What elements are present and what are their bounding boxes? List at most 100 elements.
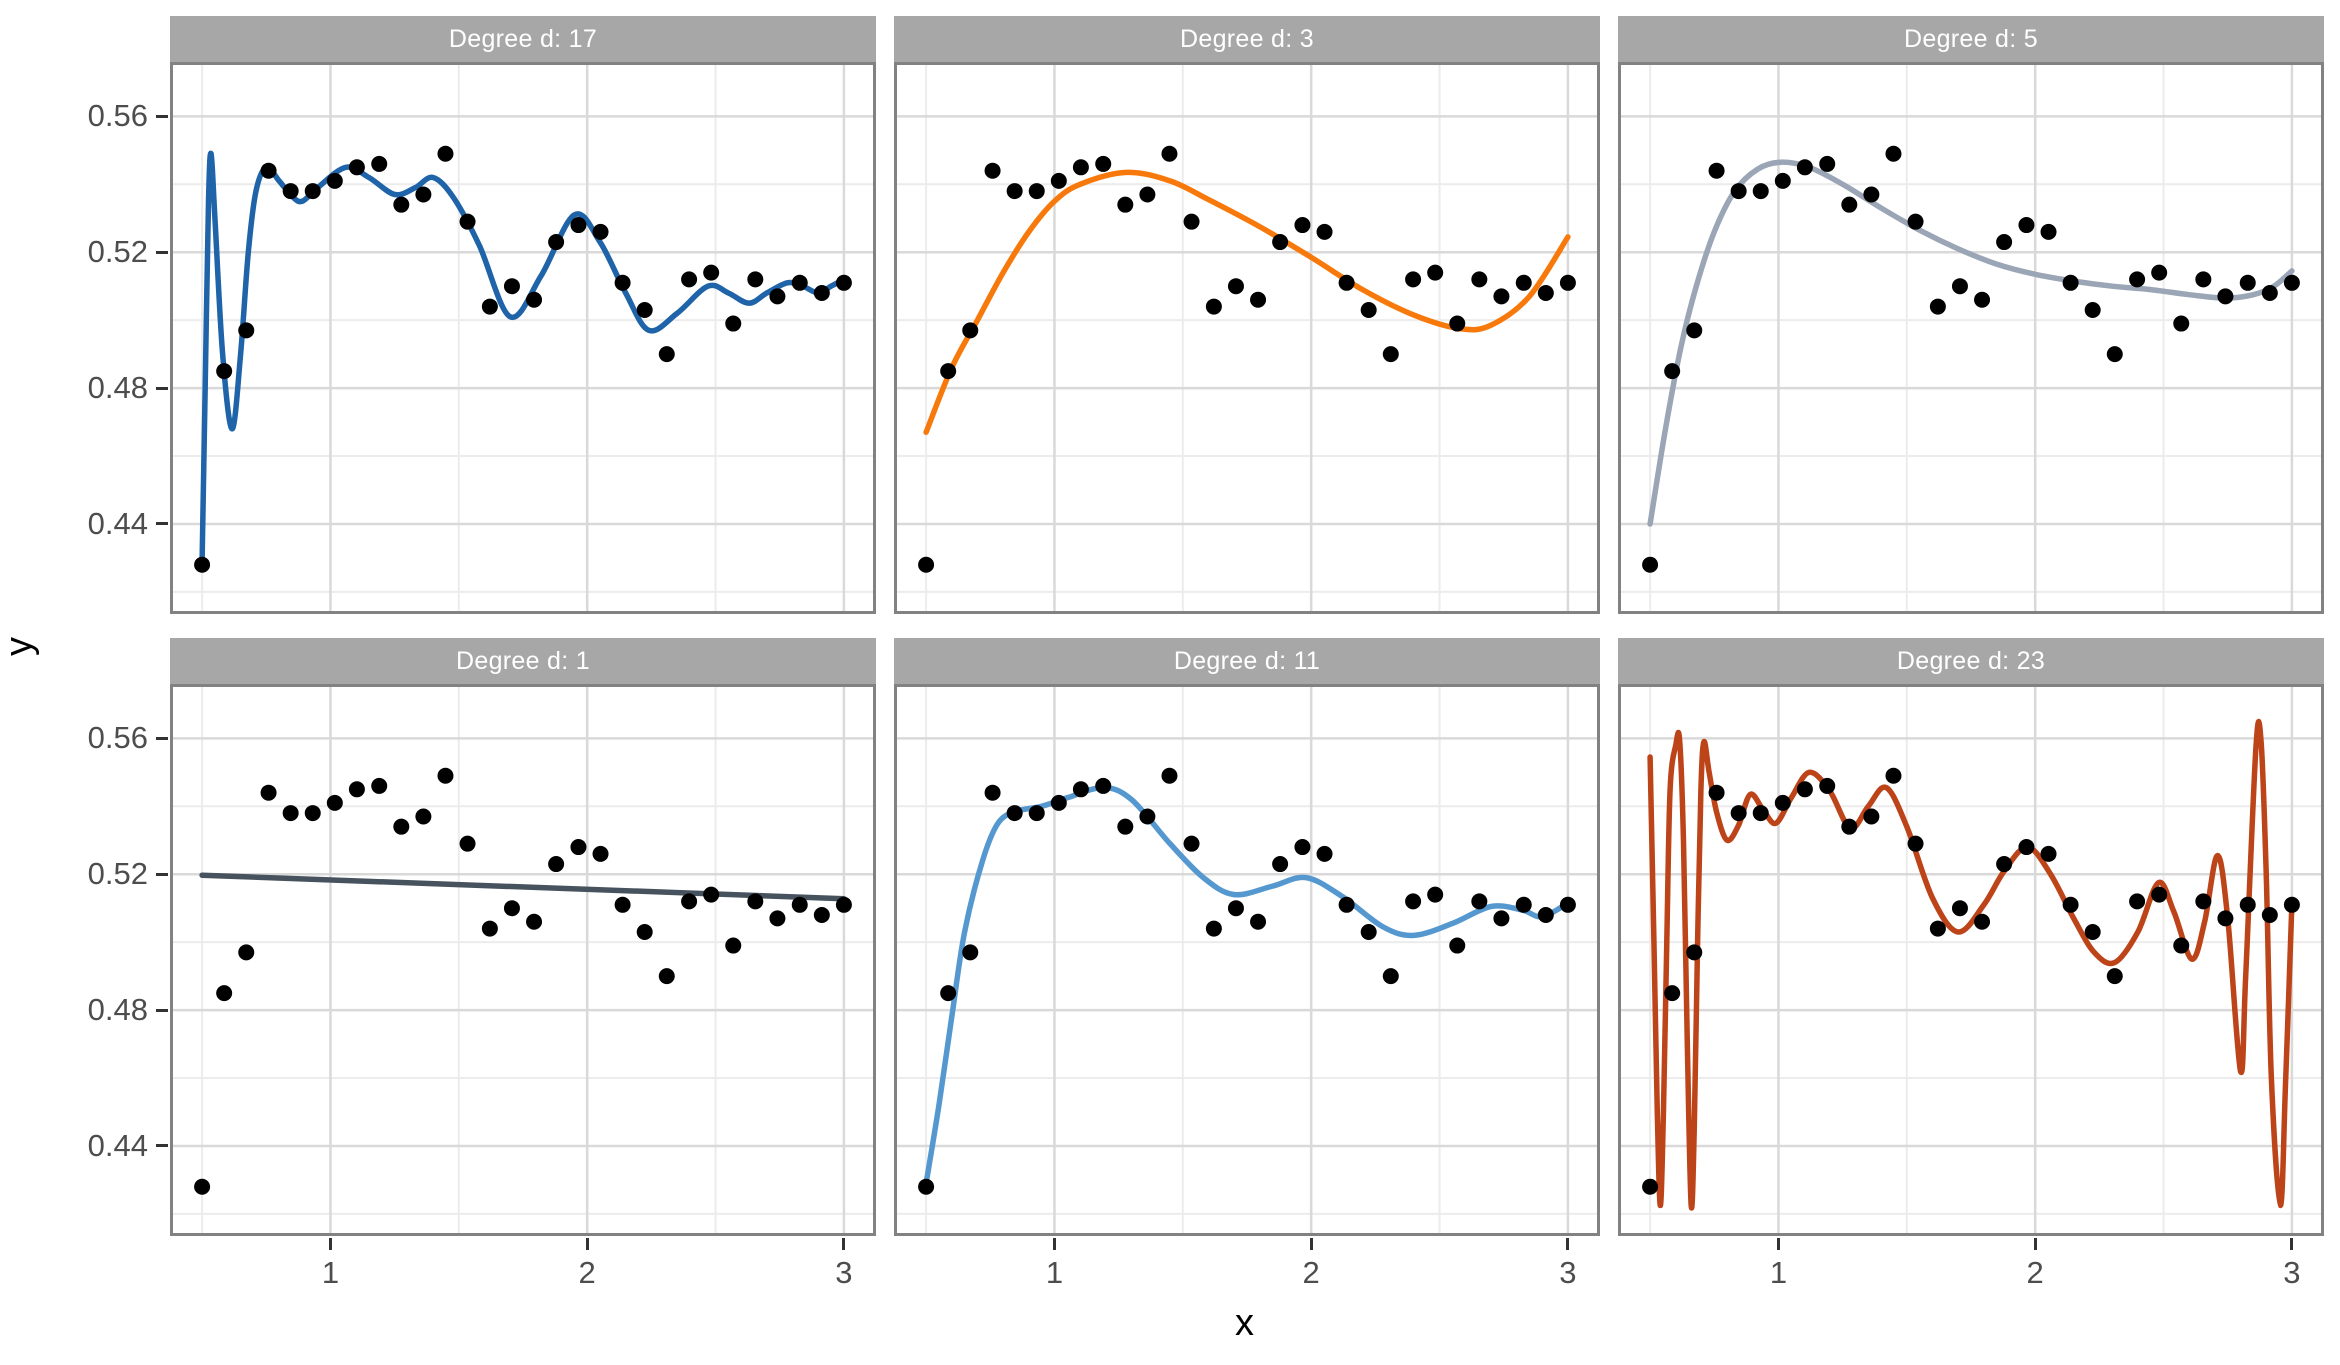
y-axis-tick-mark [156,114,168,118]
data-point [2239,896,2256,913]
x-axis-tick-label: 2 [2026,1255,2044,1290]
data-point [940,985,957,1002]
data-point [1796,781,1813,798]
data-point [962,322,979,339]
data-point [2018,217,2035,234]
data-point [1907,835,1924,852]
facet-strip-label: Degree d: 3 [1180,24,1314,53]
y-axis-tick-mark [156,522,168,526]
plot-area-svg [170,62,876,614]
fit-curve [923,169,1571,436]
data-point [238,322,255,339]
data-point [2151,886,2168,903]
facet-panel [170,684,876,1236]
data-point [1708,162,1725,179]
y-axis-tick-label: 0.56 [87,98,148,134]
x-axis-tick-label: 3 [835,1255,853,1290]
data-point [1205,920,1222,937]
data-point [918,556,935,573]
data-point [326,172,343,189]
facet-strip-label: Degree d: 17 [448,24,598,53]
x-axis-tick-label: 1 [321,1255,340,1290]
data-point [238,944,255,961]
panel-border [170,62,876,614]
data-point [1996,856,2013,873]
data-point [1559,896,1576,913]
data-point [348,781,365,798]
data-point [1537,284,1554,301]
data-point [1664,363,1681,380]
x-axis-title: x [1235,1302,1254,1344]
data-point [1338,274,1355,291]
data-point [1205,298,1222,315]
y-axis-tick-label: 0.52 [87,234,148,270]
data-point [703,886,720,903]
data-point [2062,896,2079,913]
data-point [1929,920,1946,937]
data-point [1730,805,1747,822]
data-point [1405,893,1422,910]
y-axis-tick-label: 0.56 [87,720,148,756]
data-point [526,291,543,308]
data-point [1050,794,1067,811]
data-point [1841,196,1858,213]
plot-area-svg [894,684,1600,1236]
data-point [1929,298,1946,315]
data-point [2173,937,2190,954]
data-point [614,896,631,913]
panel-border [1618,684,2324,1236]
data-point [1841,818,1858,835]
data-point [1382,968,1399,985]
y-axis-tick-label: 0.44 [87,1127,148,1163]
data-point [437,145,454,162]
data-point [1974,291,1991,308]
data-point [835,274,852,291]
data-point [1072,159,1089,176]
data-point [791,274,808,291]
data-point [725,937,742,954]
data-point [548,856,565,873]
data-point [1752,183,1769,200]
facet-panel [1618,62,2324,614]
data-point [703,264,720,281]
data-point [2062,274,2079,291]
data-point [918,1178,935,1195]
data-point [1796,159,1813,176]
y-axis-tick-mark [156,1008,168,1012]
data-point [2040,845,2057,862]
data-point [437,767,454,784]
data-point [658,968,675,985]
data-point [725,315,742,332]
data-point [1907,213,1924,230]
data-point [371,155,388,172]
facet-strip: Degree d: 3 [894,16,1600,62]
data-point [326,794,343,811]
data-point [1360,301,1377,318]
y-axis-tick-mark [156,386,168,390]
data-point [1863,808,1880,825]
data-point [393,818,410,835]
data-point [260,162,277,179]
panel-background [1618,62,2324,614]
panel-border [1618,62,2324,614]
x-axis-tick-mark [2033,1238,2037,1250]
data-point [216,363,233,380]
data-point [1072,781,1089,798]
facet-strip: Degree d: 17 [170,16,876,62]
data-point [1819,155,1836,172]
panel-border [894,62,1600,614]
x-axis-tick-label: 3 [1559,1255,1577,1290]
facet-panel [170,62,876,614]
data-point [459,835,476,852]
data-point [1885,145,1902,162]
data-point [984,162,1001,179]
data-point [1227,278,1244,295]
data-point [1272,234,1289,251]
x-axis-tick-mark [2290,1238,2294,1250]
data-point [1405,271,1422,288]
data-point [1050,172,1067,189]
data-point [592,223,609,240]
data-point [282,805,299,822]
plot-area-svg [1618,684,2324,1236]
y-axis-tick-mark [156,872,168,876]
